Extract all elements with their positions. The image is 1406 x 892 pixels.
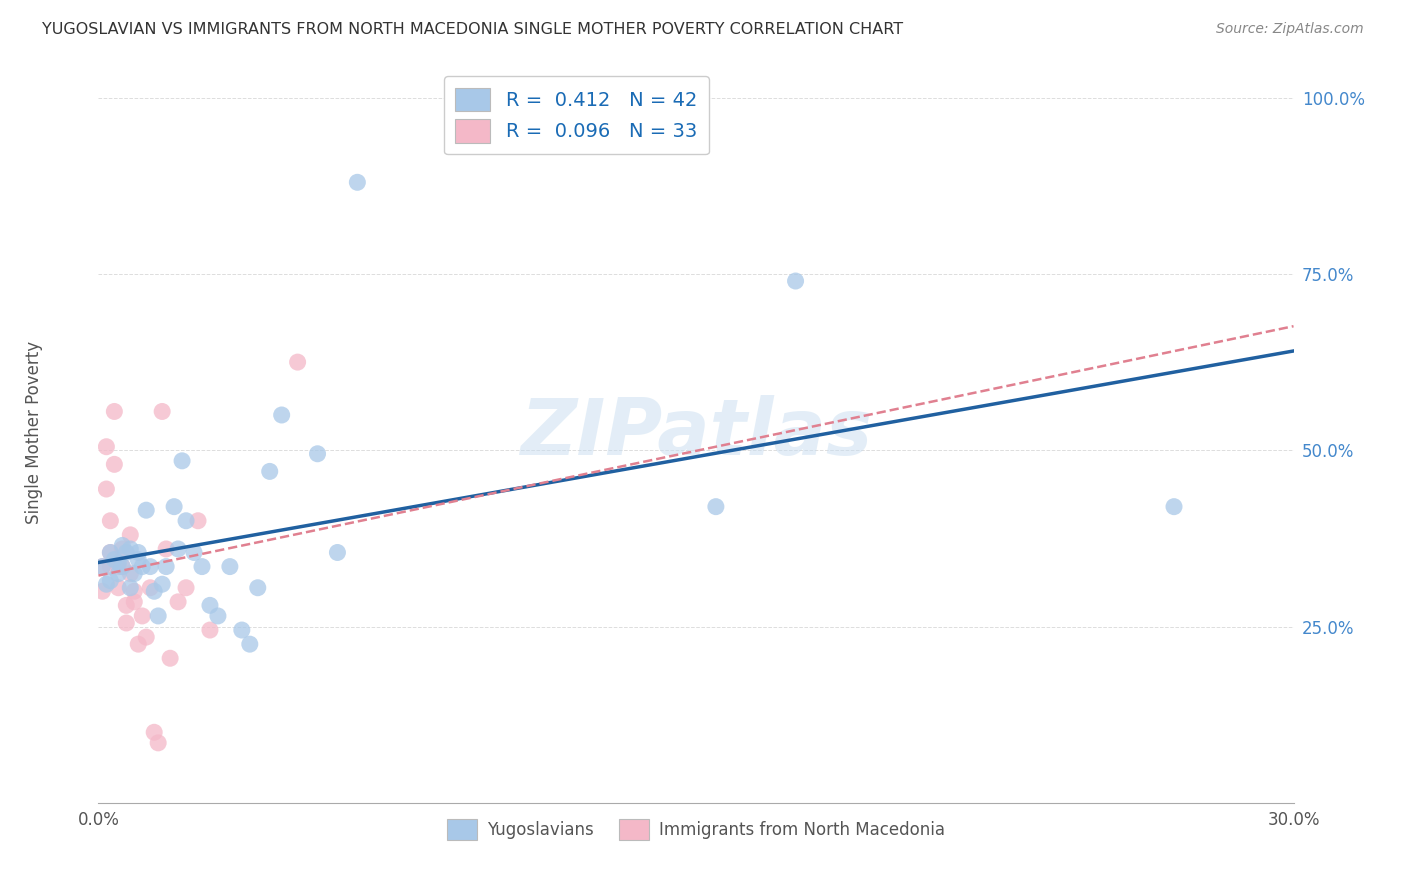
- Point: [120, 528, 142, 542]
- Point: [127, 545, 149, 559]
- Point: [198, 599, 221, 613]
- Point: [239, 637, 262, 651]
- Point: [115, 615, 138, 630]
- Point: [148, 609, 170, 624]
- Point: [91, 559, 114, 574]
- Point: [98, 574, 122, 588]
- Point: [259, 464, 281, 478]
- Point: [91, 584, 114, 599]
- Point: [98, 545, 122, 559]
- Point: [1163, 500, 1185, 514]
- Point: [124, 595, 146, 609]
- Point: [98, 545, 122, 559]
- Point: [150, 404, 173, 418]
- Point: [120, 581, 142, 595]
- Point: [287, 355, 309, 369]
- Point: [111, 559, 134, 574]
- Point: [150, 577, 173, 591]
- Point: [131, 609, 153, 624]
- Point: [107, 566, 129, 581]
- Point: [111, 559, 134, 574]
- Point: [172, 454, 194, 468]
- Point: [131, 559, 153, 574]
- Text: Source: ZipAtlas.com: Source: ZipAtlas.com: [1216, 22, 1364, 37]
- Point: [139, 559, 162, 574]
- Y-axis label: Single Mother Poverty: Single Mother Poverty: [25, 341, 42, 524]
- Point: [307, 447, 329, 461]
- Point: [326, 545, 349, 559]
- Legend: Yugoslavians, Immigrants from North Macedonia: Yugoslavians, Immigrants from North Mace…: [440, 813, 952, 847]
- Point: [120, 541, 142, 556]
- Point: [111, 541, 134, 556]
- Point: [135, 503, 157, 517]
- Point: [107, 559, 129, 574]
- Point: [127, 552, 149, 566]
- Point: [167, 541, 190, 556]
- Point: [148, 736, 170, 750]
- Point: [135, 630, 157, 644]
- Point: [270, 408, 292, 422]
- Point: [91, 559, 114, 574]
- Point: [159, 651, 181, 665]
- Point: [115, 545, 138, 559]
- Point: [785, 274, 807, 288]
- Point: [231, 623, 253, 637]
- Point: [167, 595, 190, 609]
- Point: [155, 541, 177, 556]
- Point: [103, 552, 125, 566]
- Point: [107, 556, 129, 570]
- Point: [155, 559, 177, 574]
- Point: [103, 404, 125, 418]
- Point: [143, 584, 166, 599]
- Point: [346, 175, 368, 189]
- Point: [174, 514, 197, 528]
- Point: [120, 566, 142, 581]
- Point: [174, 581, 197, 595]
- Point: [103, 458, 125, 472]
- Point: [107, 581, 129, 595]
- Text: ZIPatlas: ZIPatlas: [520, 394, 872, 471]
- Point: [98, 559, 122, 574]
- Point: [704, 500, 727, 514]
- Point: [246, 581, 269, 595]
- Text: YUGOSLAVIAN VS IMMIGRANTS FROM NORTH MACEDONIA SINGLE MOTHER POVERTY CORRELATION: YUGOSLAVIAN VS IMMIGRANTS FROM NORTH MAC…: [42, 22, 903, 37]
- Point: [96, 577, 118, 591]
- Point: [198, 623, 221, 637]
- Point: [124, 566, 146, 581]
- Point: [127, 637, 149, 651]
- Point: [191, 559, 214, 574]
- Point: [124, 584, 146, 599]
- Point: [207, 609, 229, 624]
- Point: [96, 440, 118, 454]
- Point: [96, 482, 118, 496]
- Point: [143, 725, 166, 739]
- Point: [139, 581, 162, 595]
- Point: [98, 514, 122, 528]
- Point: [219, 559, 242, 574]
- Point: [187, 514, 209, 528]
- Point: [163, 500, 186, 514]
- Point: [183, 545, 205, 559]
- Point: [111, 538, 134, 552]
- Point: [115, 599, 138, 613]
